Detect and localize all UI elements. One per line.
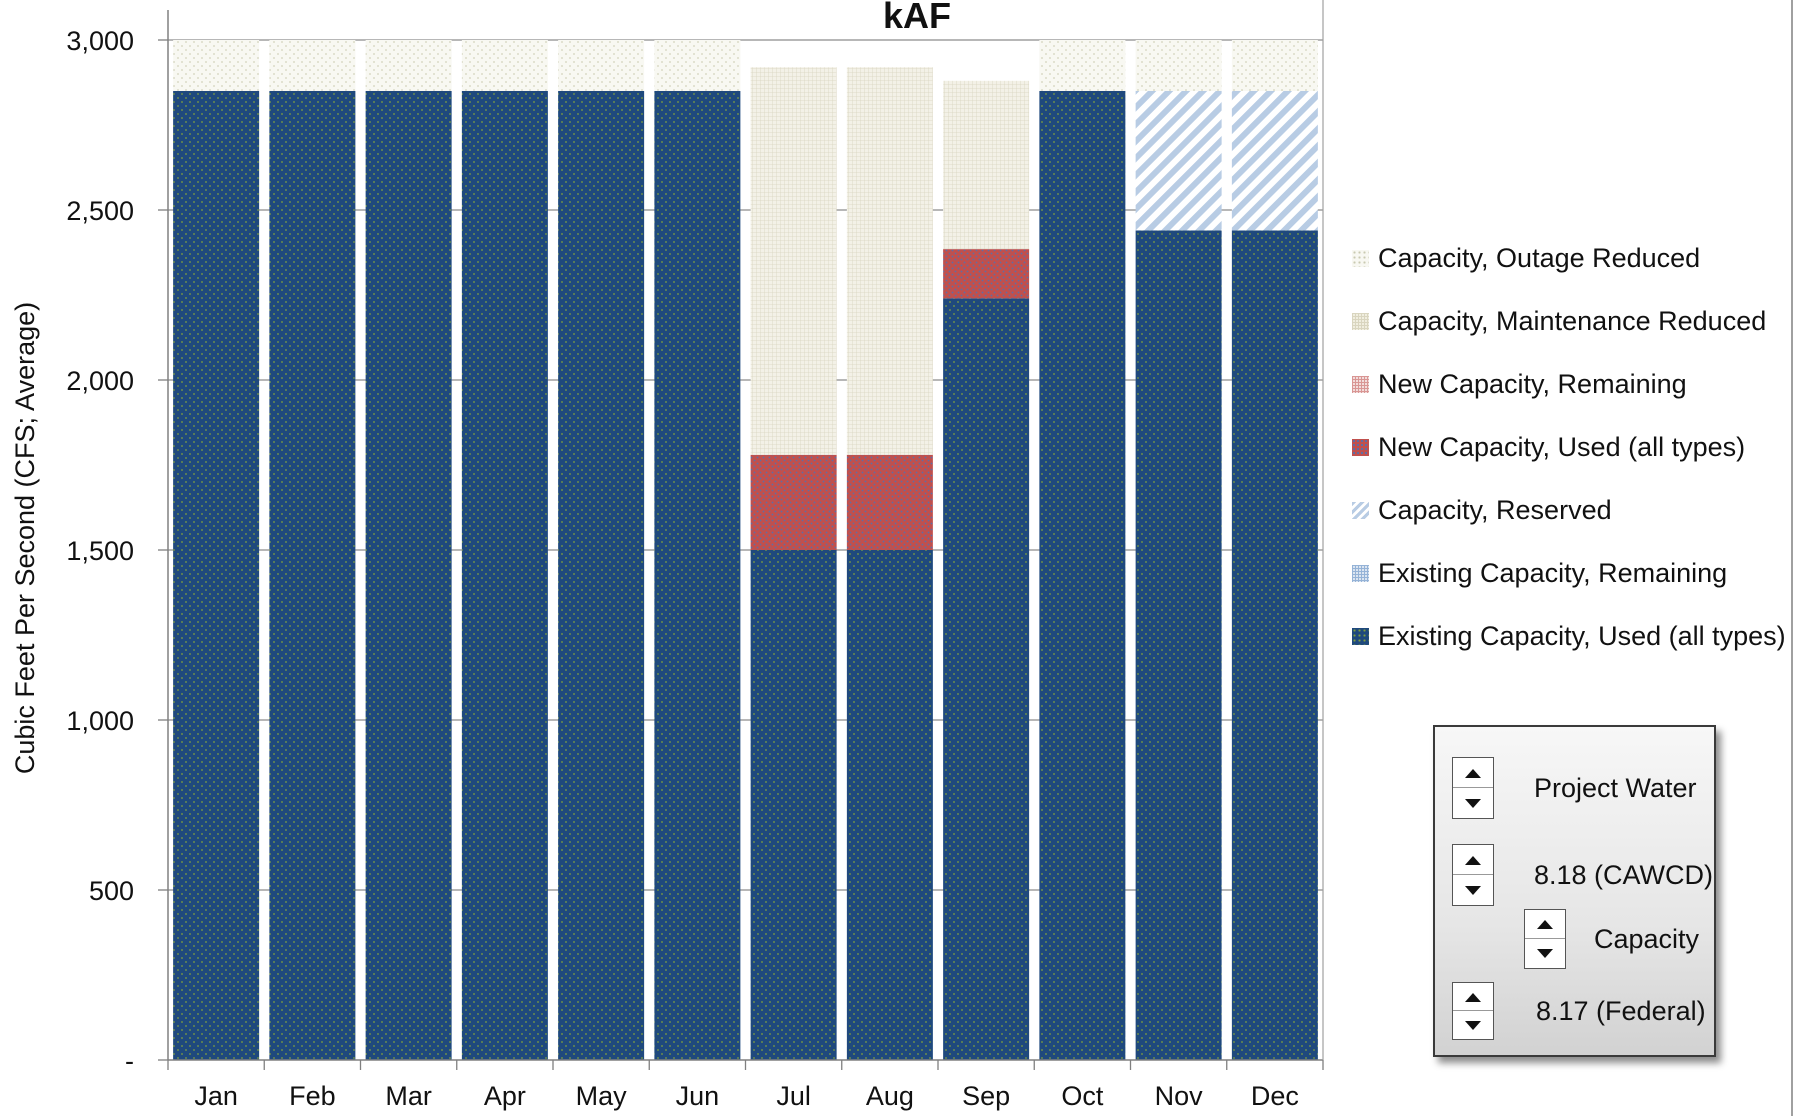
legend-item: New Capacity, Remaining <box>1352 369 1687 399</box>
y-axis-label: Cubic Feet Per Second (CFS; Average) <box>10 302 40 774</box>
legend-label: New Capacity, Used (all types) <box>1378 431 1746 462</box>
legend-item: Existing Capacity, Used (all types) <box>1352 621 1786 651</box>
x-tick-label: Jun <box>676 1081 720 1111</box>
spin-down-button[interactable] <box>1453 787 1493 818</box>
bar-segment <box>558 91 645 1060</box>
arrow-down-icon <box>1465 798 1481 808</box>
bar-segment <box>750 454 837 550</box>
legend-item: New Capacity, Used (all types) <box>1352 432 1745 462</box>
arrow-down-icon <box>1537 949 1553 958</box>
spin-up-button[interactable] <box>1525 910 1565 939</box>
legend-swatch <box>1352 375 1369 393</box>
cawcd-label: 8.18 (CAWCD) <box>1534 860 1714 890</box>
legend-swatch <box>1352 501 1369 519</box>
legend-item: Capacity, Outage Reduced <box>1352 243 1700 273</box>
legend-item: Capacity, Reserved <box>1352 495 1612 525</box>
legend-swatch <box>1352 312 1369 330</box>
federal-spinner[interactable] <box>1452 982 1494 1040</box>
bar-segment <box>750 550 837 1060</box>
x-tick-label: Dec <box>1251 1081 1299 1111</box>
bar-segment <box>1231 40 1318 91</box>
bar-segment <box>750 67 837 455</box>
y-tick-label: 500 <box>89 876 134 906</box>
arrow-up-icon <box>1465 992 1481 1002</box>
bar-segment <box>365 91 452 1060</box>
x-tick-label: Jan <box>194 1081 238 1111</box>
legend-label: New Capacity, Remaining <box>1378 368 1687 399</box>
spin-up-button[interactable] <box>1453 758 1493 788</box>
legend-swatch <box>1352 564 1369 582</box>
bar-segment <box>269 40 356 91</box>
bar-segment <box>943 298 1030 1060</box>
y-tick-label: 2,500 <box>66 196 134 226</box>
bar-segment <box>269 91 356 1060</box>
x-tick-label: Jul <box>776 1081 811 1111</box>
legend-swatch <box>1352 627 1369 645</box>
bar-segment <box>1231 230 1318 1060</box>
control-panel: Project Water 8.18 (CAWCD) Capacity 8.17… <box>1433 725 1716 1057</box>
legend-label: Capacity, Reserved <box>1378 494 1612 525</box>
x-tick-label: Sep <box>962 1081 1010 1111</box>
legend-item: Existing Capacity, Remaining <box>1352 558 1727 588</box>
arrow-down-icon <box>1465 885 1481 895</box>
bar-segment <box>173 91 260 1060</box>
x-tick-label: Oct <box>1061 1081 1104 1111</box>
bar-segment <box>558 40 645 91</box>
x-tick-label: May <box>576 1081 628 1111</box>
y-tick-label: 1,500 <box>66 536 134 566</box>
y-tick-label: 3,000 <box>66 26 134 56</box>
chart-title: kAF <box>883 0 951 36</box>
legend-swatch <box>1352 249 1369 267</box>
bar-segment <box>943 80 1030 250</box>
legend-label: Existing Capacity, Used (all types) <box>1378 620 1786 651</box>
bar-segment <box>1039 40 1126 91</box>
bar-segment <box>461 40 548 91</box>
arrow-up-icon <box>1465 855 1481 865</box>
y-tick-label: 1,000 <box>66 706 134 736</box>
spin-down-button[interactable] <box>1525 938 1565 968</box>
bar-segment <box>365 40 452 91</box>
x-tick-label: Aug <box>866 1081 914 1111</box>
spin-down-button[interactable] <box>1453 1010 1493 1039</box>
arrow-up-icon <box>1465 768 1481 778</box>
legend-label: Existing Capacity, Remaining <box>1378 557 1728 588</box>
bar-segment <box>654 40 741 91</box>
bar-segment <box>1135 91 1222 231</box>
spin-down-button[interactable] <box>1453 874 1493 905</box>
legend-label: Capacity, Maintenance Reduced <box>1378 305 1767 336</box>
x-tick-label: Feb <box>289 1081 336 1111</box>
project-water-label: Project Water <box>1534 773 1697 803</box>
bar-segment <box>1135 40 1222 91</box>
capacity-label: Capacity <box>1594 924 1700 954</box>
legend-swatch <box>1352 438 1369 456</box>
spin-up-button[interactable] <box>1453 983 1493 1011</box>
bar-segment <box>654 91 741 1060</box>
bar-segment <box>846 454 933 550</box>
bar-segment <box>1231 91 1318 231</box>
federal-label: 8.17 (Federal) <box>1536 996 1706 1026</box>
bar-segment <box>173 40 260 91</box>
x-tick-label: Mar <box>385 1081 432 1111</box>
y-tick-label: 2,000 <box>66 366 134 396</box>
bar-segment <box>943 249 1030 299</box>
spin-up-button[interactable] <box>1453 845 1493 875</box>
legend-item: Capacity, Maintenance Reduced <box>1352 306 1766 336</box>
bar-segment <box>461 91 548 1060</box>
bar-segment <box>1135 230 1222 1060</box>
bar-segment <box>846 550 933 1060</box>
bar-segment <box>1039 91 1126 1060</box>
y-tick-label: - <box>125 1046 134 1076</box>
cawcd-spinner[interactable] <box>1452 844 1494 906</box>
arrow-down-icon <box>1465 1020 1481 1030</box>
capacity-spinner[interactable] <box>1524 909 1566 969</box>
bar-segment <box>846 67 933 455</box>
legend-label: Capacity, Outage Reduced <box>1378 242 1701 273</box>
x-tick-label: Nov <box>1155 1081 1204 1111</box>
x-tick-label: Apr <box>484 1081 526 1111</box>
project-water-spinner[interactable] <box>1452 757 1494 819</box>
arrow-up-icon <box>1537 920 1553 929</box>
